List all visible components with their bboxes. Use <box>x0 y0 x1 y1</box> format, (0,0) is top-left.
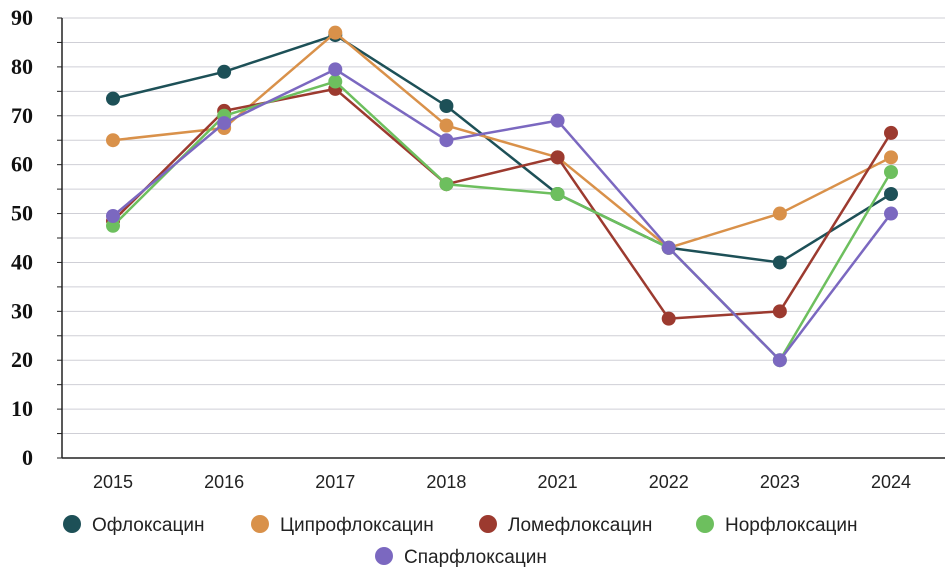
legend-label: Норфлоксацин <box>725 515 858 536</box>
y-tick-label: 60 <box>11 152 33 177</box>
legend-item: Спарфлоксацин <box>375 547 547 568</box>
data-point <box>106 91 120 106</box>
y-tick-label: 50 <box>11 201 33 226</box>
y-tick-label: 30 <box>11 298 33 323</box>
y-tick-label: 20 <box>11 347 33 372</box>
gridlines <box>62 17 945 435</box>
data-point <box>772 206 787 221</box>
data-point <box>884 125 898 140</box>
series-line <box>112 87 893 320</box>
data-point <box>772 353 787 368</box>
data-point <box>328 74 343 89</box>
legend-label: Спарфлоксацин <box>404 547 547 568</box>
legend-marker <box>479 515 497 533</box>
x-axis-tick-labels: 2015 2016 2017 2018 2021 2022 2023 2024 <box>93 472 911 492</box>
data-point <box>217 116 232 131</box>
series-line <box>112 68 892 362</box>
data-point <box>439 177 454 192</box>
data-point <box>884 206 898 221</box>
data-point <box>661 311 676 326</box>
y-tick-label: 40 <box>11 249 33 274</box>
legend-marker <box>375 547 393 565</box>
data-point <box>884 165 898 179</box>
x-tick-label: 2021 <box>538 472 578 492</box>
legend-marker <box>63 515 81 533</box>
legend-item: Ломефлоксацин <box>479 515 652 536</box>
data-point <box>550 187 565 201</box>
data-point <box>772 255 787 270</box>
data-point <box>106 133 120 148</box>
x-tick-label: 2016 <box>204 472 244 492</box>
legend-label: Ципрофлоксацин <box>280 515 434 536</box>
y-tick-label: 90 <box>11 5 33 30</box>
y-tick-label: 10 <box>11 396 33 421</box>
x-tick-label: 2023 <box>760 472 800 492</box>
data-point <box>439 99 454 113</box>
y-tick-label: 80 <box>11 54 33 79</box>
legend-marker <box>696 515 714 533</box>
data-point <box>106 209 120 223</box>
x-tick-label: 2017 <box>315 472 355 492</box>
x-tick-label: 2022 <box>649 472 689 492</box>
data-point <box>884 150 898 165</box>
data-point <box>106 218 120 233</box>
axes <box>57 17 945 459</box>
y-tick-label: 70 <box>11 103 33 128</box>
y-axis-tick-labels: 0 10 20 30 40 50 60 70 80 90 <box>11 5 33 470</box>
x-tick-label: 2015 <box>93 472 133 492</box>
series <box>106 28 898 270</box>
legend: Офлоксацин Ципрофлоксацин Ломефлоксацин Нор… <box>63 515 858 568</box>
series <box>106 62 898 368</box>
legend-label: Офлоксацин <box>92 515 204 536</box>
data-point <box>550 113 565 128</box>
x-tick-label: 2024 <box>871 472 911 492</box>
legend-marker <box>251 515 269 533</box>
series-group <box>106 25 898 368</box>
legend-label: Ломефлоксацин <box>508 515 652 536</box>
data-point <box>328 62 343 77</box>
data-point <box>550 150 565 165</box>
legend-item: Офлоксацин <box>63 515 204 536</box>
series-line <box>112 33 892 264</box>
legend-item: Ципрофлоксацин <box>251 515 434 536</box>
x-tick-label: 2018 <box>426 472 466 492</box>
data-point <box>328 25 343 40</box>
series <box>106 25 898 255</box>
data-point <box>439 118 454 133</box>
y-tick-label: 0 <box>22 445 33 470</box>
data-point <box>772 304 787 319</box>
data-point <box>661 240 676 255</box>
legend-item: Норфлоксацин <box>696 515 858 536</box>
data-point <box>439 133 454 148</box>
series-line <box>112 31 892 250</box>
data-point <box>884 187 898 201</box>
data-point <box>217 64 232 79</box>
